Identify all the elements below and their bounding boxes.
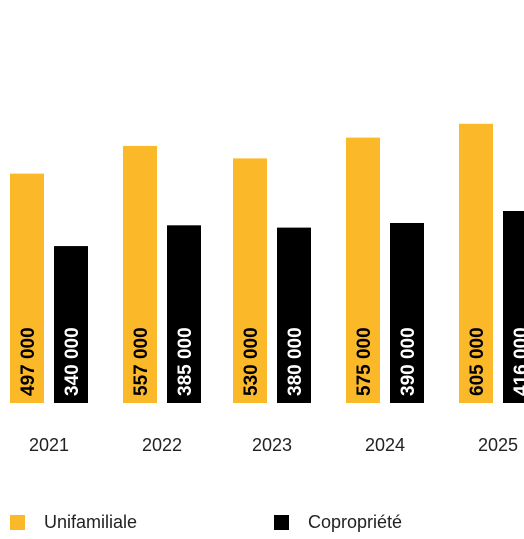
x-tick-label-2021: 2021 xyxy=(29,435,69,455)
bar-value-label-unifamiliale-2022: 557 000 xyxy=(131,327,152,396)
x-tick-label-2022: 2022 xyxy=(142,435,182,455)
bars-layer xyxy=(10,123,524,404)
x-tick-label-2024: 2024 xyxy=(365,435,405,455)
bar-unifamiliale-2023 xyxy=(233,158,267,403)
legend-item-unifamiliale: Unifamiliale xyxy=(10,512,137,533)
bar-value-labels: 497 000 340 000 557 000 385 000 530 000 380 0… xyxy=(18,327,524,396)
bar-unifamiliale-2022 xyxy=(123,145,157,403)
bar-copropriete-2023 xyxy=(277,227,311,403)
bar-value-label-unifamiliale-2024: 575 000 xyxy=(354,327,375,396)
bar-value-label-copropriete-2025: 416 000 xyxy=(511,327,524,396)
bar-value-label-unifamiliale-2021: 497 000 xyxy=(18,327,39,396)
x-axis-tick-labels: 2021 2022 2023 2024 2025 xyxy=(29,435,518,455)
bar-value-label-copropriete-2023: 380 000 xyxy=(285,327,306,396)
legend: Unifamiliale Copropriété xyxy=(0,512,524,536)
bar-unifamiliale-2024 xyxy=(346,137,380,403)
bar-value-label-unifamiliale-2025: 605 000 xyxy=(467,327,488,396)
legend-label-copropriete: Copropriété xyxy=(308,512,403,532)
bar-copropriete-2022 xyxy=(167,225,201,403)
bar-unifamiliale-2021 xyxy=(10,173,44,403)
bar-copropriete-2024 xyxy=(390,223,424,403)
bar-value-label-copropriete-2022: 385 000 xyxy=(175,327,196,396)
legend-swatch-unifamiliale xyxy=(10,515,25,530)
legend-item-copropriete: Copropriété xyxy=(274,512,402,533)
bar-value-label-copropriete-2021: 340 000 xyxy=(62,327,83,396)
bar-copropriete-2025 xyxy=(503,211,524,403)
x-tick-label-2025: 2025 xyxy=(478,435,518,455)
bar-unifamiliale-2025 xyxy=(459,123,493,404)
legend-swatch-copropriete xyxy=(274,515,289,530)
bar-copropriete-2021 xyxy=(54,246,88,403)
bar-value-label-copropriete-2024: 390 000 xyxy=(398,327,419,396)
x-tick-label-2023: 2023 xyxy=(252,435,292,455)
bar-value-label-unifamiliale-2023: 530 000 xyxy=(241,327,262,396)
legend-label-unifamiliale: Unifamiliale xyxy=(44,512,138,532)
